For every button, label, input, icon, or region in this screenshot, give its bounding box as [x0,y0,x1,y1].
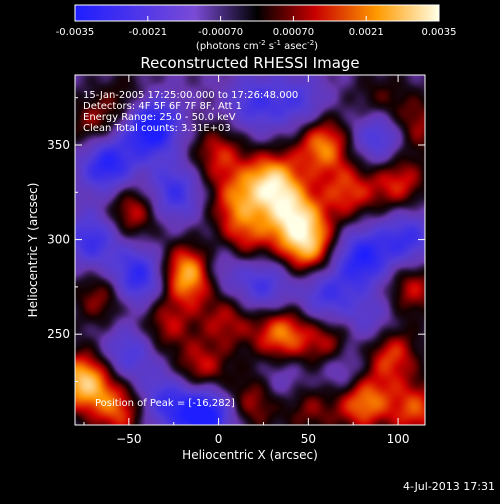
heatmap-image [75,75,425,425]
colorbar-units: (photons cm-2 s-1 asec-2) [196,39,318,52]
colorbar-tick-label: 0.0021 [349,27,384,38]
info-line: Energy Range: 25.0 - 50.0 keV [83,112,236,123]
x-axis-ticks: −50 0 50 100 [83,75,410,446]
colorbar-ticks: -0.0035 -0.0021 -0.00070 0.00070 0.0021 0.003… [56,16,457,38]
y-tick-label: 350 [47,138,70,152]
colorbar-tick-label: -0.00070 [198,27,243,38]
y-tick-label: 300 [47,233,70,247]
x-axis-label: Heliocentric X (arcsec) [182,448,318,462]
colorbar-tick-label: 0.00070 [273,27,314,38]
x-tick-label: 50 [301,432,316,446]
plot-frame [74,74,426,426]
y-axis-label: Heliocentric Y (arcsec) [26,183,40,318]
plot-timestamp: 4-Jul-2013 17:31 [402,480,495,493]
colorbar-tick-label: 0.0035 [422,27,457,38]
x-tick-label: 100 [387,432,410,446]
peak-position-label: Position of Peak = [-16,282] [95,398,235,409]
info-line: 15-Jan-2005 17:25:00.000 to 17:26:48.000 [83,90,298,101]
info-line: Clean Total counts: 3.31E+03 [83,123,231,134]
observation-info: 15-Jan-2005 17:25:00.000 to 17:26:48.000… [83,90,298,134]
info-line: Detectors: 4F 5F 6F 7F 8F, Att 1 [83,101,242,112]
y-axis-ticks: 250 300 350 [47,97,425,382]
colorbar [74,4,440,22]
x-tick-label: 0 [215,432,223,446]
colorbar-tick-label: -0.0035 [56,27,95,38]
x-tick-label: −50 [116,432,141,446]
colorbar-tick-label: -0.0021 [128,27,167,38]
chart-title: Reconstructed RHESSI Image [140,54,359,72]
y-tick-label: 250 [47,327,70,341]
